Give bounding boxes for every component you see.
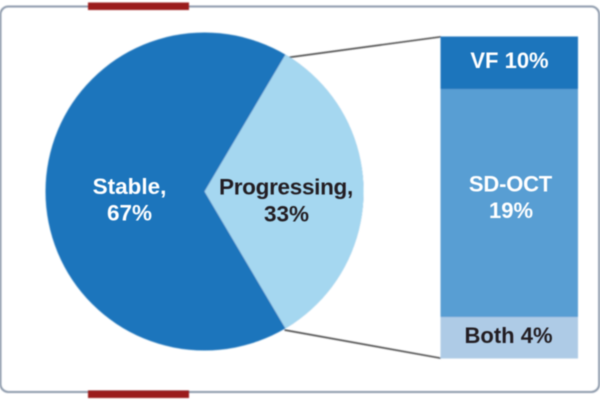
svg-text:Stable,: Stable, bbox=[93, 174, 167, 199]
svg-text:67%: 67% bbox=[107, 200, 152, 225]
svg-text:Progressing,: Progressing, bbox=[219, 174, 353, 199]
svg-text:SD-OCT: SD-OCT bbox=[469, 171, 553, 196]
svg-text:19%: 19% bbox=[489, 198, 533, 223]
svg-text:Both 4%: Both 4% bbox=[465, 323, 553, 348]
svg-text:VF 10%: VF 10% bbox=[470, 48, 548, 73]
svg-text:33%: 33% bbox=[264, 201, 309, 226]
